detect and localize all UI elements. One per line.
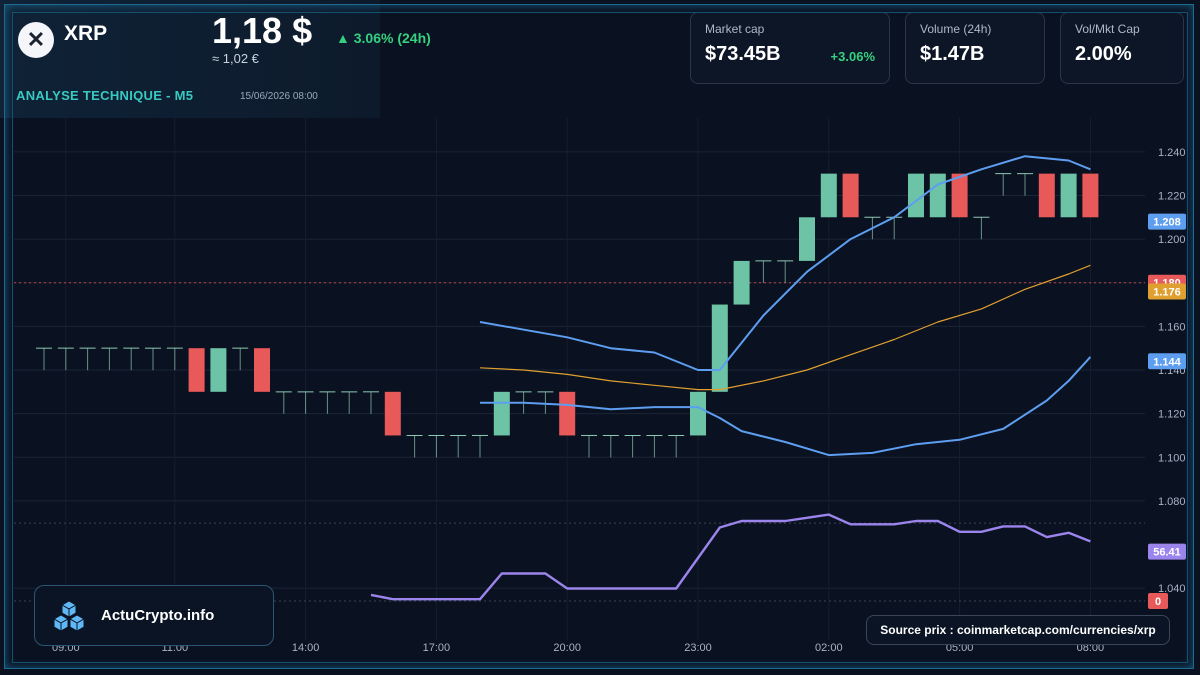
cubes-logo-icon <box>52 600 86 632</box>
candle-up <box>711 304 728 392</box>
badge-bollinger <box>1148 353 1186 370</box>
candle-down <box>1082 173 1099 218</box>
vol-mkt-cap-value: 2.00% <box>1075 43 1132 65</box>
bollinger-lower-line <box>480 356 1092 457</box>
badge-label: 1.208 <box>1153 217 1181 229</box>
badge-label: 0 <box>1155 596 1161 608</box>
xrp-logo-icon: ✕ <box>18 22 54 58</box>
x-tick-label: 17:00 <box>423 642 451 654</box>
candle-up <box>493 391 510 436</box>
y-tick-label: 1.160 <box>1158 321 1186 333</box>
badge-rsi <box>1148 543 1186 560</box>
y-axis: 1.2401.2201.2001.1801.1601.1401.1201.100… <box>1158 147 1186 595</box>
x-tick-label: 08:00 <box>1077 642 1105 654</box>
candle-up <box>1060 173 1077 218</box>
market-cap-value: $73.45B <box>705 43 781 65</box>
price-eur: ≈ 1,02 € <box>212 51 259 66</box>
brand-badge: ActuCrypto.info <box>34 585 274 646</box>
y-tick-label: 1.200 <box>1158 234 1186 246</box>
volume-card: Volume (24h) $1.47B <box>905 12 1045 84</box>
market-cap-label: Market cap <box>705 22 765 36</box>
rsi-line <box>370 513 1091 601</box>
y-tick-label: 1.080 <box>1158 496 1186 508</box>
candle-down <box>254 348 270 392</box>
x-tick-label: 14:00 <box>292 642 320 654</box>
candle-up <box>908 173 924 218</box>
badge-label: 56.41 <box>1153 547 1181 559</box>
change-24h: ▲ 3.06% (24h) <box>336 30 431 46</box>
x-tick-label: 23:00 <box>684 642 712 654</box>
candle-up <box>820 173 837 218</box>
volume-label: Volume (24h) <box>920 22 992 36</box>
candle-up <box>929 173 946 218</box>
candle-down <box>951 173 968 218</box>
current-price: 1,18 $ <box>212 10 313 51</box>
badge-bollinger <box>1148 213 1186 230</box>
header-panel <box>0 0 380 118</box>
candle-up <box>690 391 706 436</box>
candle-down <box>188 348 205 392</box>
indicator-lines <box>370 155 1092 601</box>
x-tick-label: 05:00 <box>946 642 974 654</box>
ticker-symbol: XRP <box>64 22 108 45</box>
analysis-datetime: 15/06/2026 08:00 <box>240 91 318 102</box>
vol-mkt-cap-label: Vol/Mkt Cap <box>1075 22 1140 36</box>
vol-mkt-cap-card: Vol/Mkt Cap 2.00% <box>1060 12 1184 84</box>
y-tick-label: 1.220 <box>1158 190 1186 202</box>
badge-zero <box>1148 593 1168 609</box>
y-tick-label: 1.240 <box>1158 147 1186 159</box>
x-tick-label: 20:00 <box>553 642 581 654</box>
badge-label: 1.176 <box>1153 286 1181 298</box>
y-tick-label: 1.100 <box>1158 452 1186 464</box>
bollinger-upper-line <box>479 155 1091 371</box>
candle-down <box>1038 173 1055 218</box>
market-cap-change: +3.06% <box>830 49 875 64</box>
moving-average-line <box>479 264 1091 391</box>
analysis-label: ANALYSE TECHNIQUE - M5 <box>16 88 194 103</box>
candle-down <box>384 391 401 436</box>
candle-up <box>799 217 815 261</box>
badge-label: 1.144 <box>1153 356 1181 368</box>
y-tick-label: 1.040 <box>1158 583 1186 595</box>
candle-down <box>842 173 859 218</box>
volume-value: $1.47B <box>920 43 985 65</box>
chart-grid <box>14 118 1145 640</box>
x-tick-label: 02:00 <box>815 642 843 654</box>
candle-down <box>559 391 576 436</box>
candle-up <box>210 348 227 392</box>
badge-ma <box>1148 283 1186 300</box>
candle-up <box>733 260 750 305</box>
y-tick-label: 1.120 <box>1158 409 1186 421</box>
brand-name: ActuCrypto.info <box>101 607 215 624</box>
market-cap-card: Market cap $73.45B +3.06% <box>690 12 890 84</box>
source-link[interactable]: Source prix : coinmarketcap.com/currenci… <box>866 615 1170 645</box>
